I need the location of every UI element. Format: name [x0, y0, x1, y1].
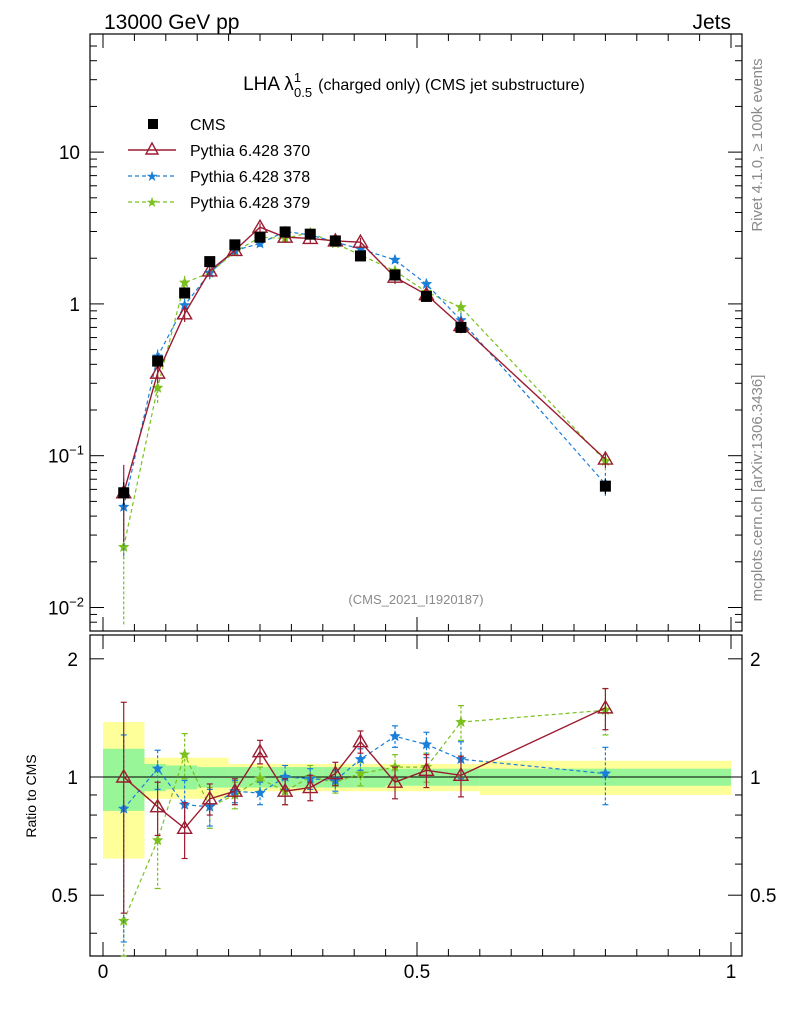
cms-data-point [599, 480, 611, 492]
ratio-point [352, 733, 369, 748]
legend-marker-370 [144, 141, 160, 155]
legend-marker-378: ★ [146, 168, 159, 184]
ratio-point [115, 768, 132, 783]
legend-label-370: Pythia 6.428 370 [190, 143, 310, 160]
ratio-point [254, 772, 266, 784]
legend-marker-cms [148, 119, 158, 129]
legend-label-cms: CMS [190, 117, 226, 134]
ratio-point [254, 787, 266, 798]
ratio-point [327, 765, 344, 780]
ratio-point [354, 753, 367, 765]
cms-data-point [279, 226, 291, 238]
y-tick-label: 10−2 [48, 594, 84, 619]
title-rest: (charged only) (CMS jet substructure) [318, 77, 585, 94]
y-tick-label: 1 [69, 295, 80, 316]
ratio-point [418, 761, 435, 777]
ratio-y-tick-label-right: 0.5 [750, 886, 776, 907]
data-point [118, 541, 130, 552]
data-point [420, 278, 433, 289]
ratio-point [389, 730, 401, 742]
ratio-line [123, 709, 606, 922]
title-sub: 0.5 [294, 85, 312, 100]
cms-data-point [179, 287, 191, 299]
series-line [123, 226, 606, 493]
ratio-point [151, 762, 164, 774]
x-tick-label: 0.5 [404, 962, 430, 983]
data-point [178, 299, 191, 311]
legend: CMS Pythia 6.428 370 ★ Pythia 6.428 378 … [128, 117, 310, 212]
ratio-point [302, 779, 319, 794]
analysis-watermark: (CMS_2021_I1920187) [348, 592, 483, 607]
plot-title: LHA λ1 0.5 (charged only) (CMS jet substru… [243, 70, 585, 100]
legend-label-378: Pythia 6.428 378 [190, 169, 310, 186]
cms-data-point [254, 231, 266, 243]
title-main: LHA λ [243, 74, 294, 95]
series-line [123, 231, 606, 548]
ratio-point [176, 819, 193, 835]
ratio-point [420, 738, 433, 750]
legend-marker-379: ★ [146, 194, 159, 210]
ratio-point [178, 748, 191, 760]
ratio-point [276, 782, 294, 797]
mcplots-label: mcplots.cern.ch [arXiv:1306.3436] [749, 375, 766, 602]
ratio-line [123, 735, 606, 810]
data-point [254, 237, 266, 249]
x-tick-label: 0 [98, 962, 109, 983]
cms-data-point [389, 269, 401, 281]
ratio-point [599, 767, 612, 779]
ratio-point [251, 743, 269, 758]
data-point [178, 276, 191, 288]
data-point [176, 305, 193, 320]
main-frame [89, 33, 743, 632]
data-point [597, 450, 614, 465]
data-point [389, 253, 401, 265]
ratio-point [452, 766, 470, 782]
ratio-point [597, 699, 614, 714]
cms-data-point [304, 228, 316, 240]
rivet-label: Rivet 4.1.0, ≥ 100k events [749, 58, 766, 231]
title-sup: 1 [294, 70, 301, 85]
data-point [352, 233, 369, 248]
ratio-y-tick-label: 0.5 [52, 886, 78, 907]
x-tick-label: 1 [726, 962, 737, 983]
cms-data-point [329, 235, 341, 247]
cms-data-point [152, 355, 164, 367]
data-point [455, 301, 467, 313]
ratio-point [354, 767, 367, 779]
cms-data-point [455, 321, 467, 333]
ratio-point [151, 834, 164, 846]
ratio-point [149, 798, 166, 813]
ratio-axis-label: Ratio to CMS [23, 754, 39, 837]
ratio-point [226, 782, 244, 797]
ratio-y-tick-label: 2 [67, 650, 78, 671]
cms-data-point [204, 256, 216, 268]
ratio-point [455, 716, 467, 727]
series-pythia-6.428-370 [115, 218, 614, 914]
ratio-frame [89, 634, 743, 957]
series-pythia-6.428-378 [118, 225, 612, 943]
series-line [123, 230, 606, 508]
cms-data-point [354, 250, 366, 262]
cms-data-point [420, 290, 432, 302]
y-tick-label: 10−1 [48, 443, 84, 468]
series-cms [118, 226, 611, 506]
data-point [149, 364, 166, 379]
ratio-point [201, 790, 218, 805]
legend-label-379: Pythia 6.428 379 [190, 195, 310, 212]
y-tick-label: 10 [59, 143, 80, 164]
header-energy: 13000 GeV pp [104, 11, 239, 34]
ratio-y-tick-label-right: 2 [750, 650, 761, 671]
ratio-point [386, 773, 404, 788]
data-point [151, 381, 164, 393]
cms-data-point [118, 487, 130, 499]
ratio-y-tick-label: 1 [67, 768, 78, 789]
header-jets: Jets [692, 11, 731, 34]
data-point [201, 262, 218, 277]
cms-data-point [229, 239, 241, 251]
ratio-y-tick-label-right: 1 [750, 768, 761, 789]
